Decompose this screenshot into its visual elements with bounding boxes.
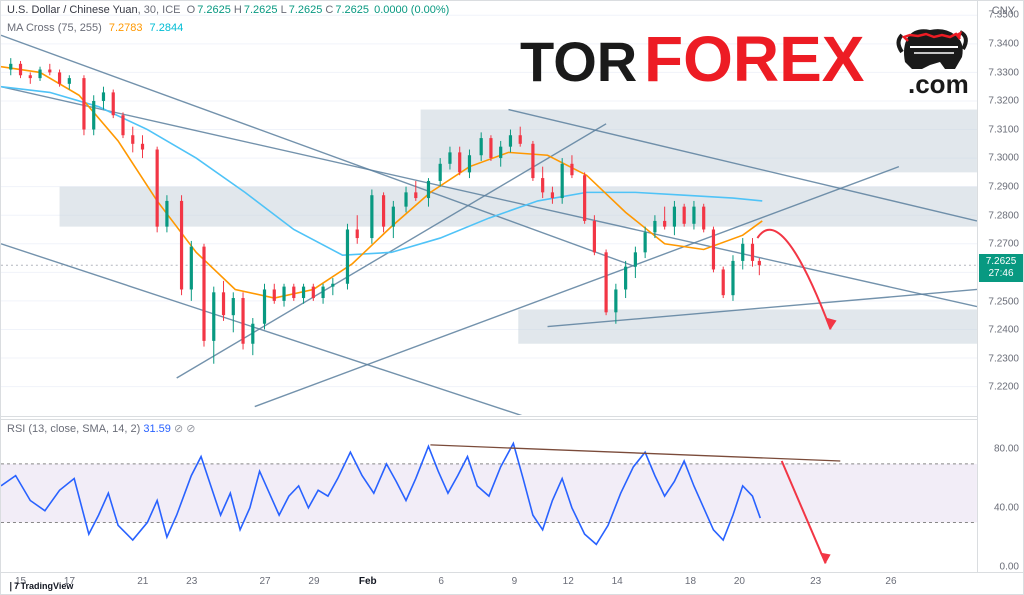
ytick-rsi: 0.00 <box>1000 561 1019 572</box>
logo-com: .com <box>908 69 969 99</box>
ytick-rsi: 80.00 <box>994 444 1019 455</box>
ytick: 7.3000 <box>988 153 1019 164</box>
xtick: 6 <box>438 576 444 587</box>
ma-slow-value: 7.2844 <box>150 22 184 34</box>
ma-fast-value: 7.2783 <box>109 22 143 34</box>
xtick: 26 <box>885 576 896 587</box>
ohlc-o: 7.2625 <box>197 4 231 16</box>
xtick: 29 <box>308 576 319 587</box>
ma-indicator[interactable]: MA Cross (75, 255) 7.2783 7.2844 <box>7 22 187 34</box>
symbol-header: U.S. Dollar / Chinese Yuan, 30, ICE O7.2… <box>7 4 449 16</box>
exchange: ICE <box>162 4 180 16</box>
price-badge: 7.262527:46 <box>979 254 1023 282</box>
ytick: 7.2300 <box>988 353 1019 364</box>
ohlc-l: 7.2625 <box>289 4 323 16</box>
ytick: 7.2800 <box>988 210 1019 221</box>
ytick-rsi: 40.00 <box>994 503 1019 514</box>
xtick: 20 <box>734 576 745 587</box>
rsi-label[interactable]: RSI (13, close, SMA, 14, 2) 31.59 ⊘ ⊘ <box>7 422 195 435</box>
ytick: 7.2200 <box>988 382 1019 393</box>
xtick: 14 <box>612 576 623 587</box>
logo-forex: FOREX <box>644 23 865 95</box>
bull-icon <box>899 29 966 69</box>
ytick: 7.2900 <box>988 182 1019 193</box>
ytick: 7.3100 <box>988 124 1019 135</box>
symbol-pair[interactable]: U.S. Dollar / Chinese Yuan <box>7 4 138 16</box>
attribution: ❘7 TradingView <box>7 581 73 592</box>
pane-separator[interactable] <box>1 416 1023 420</box>
currency-label: CNY <box>988 4 1019 18</box>
interval[interactable]: 30 <box>144 4 156 16</box>
xtick: 23 <box>186 576 197 587</box>
xtick: 12 <box>563 576 574 587</box>
xtick: 27 <box>259 576 270 587</box>
xtick: 18 <box>685 576 696 587</box>
rsi-value: 31.59 <box>143 423 171 435</box>
xtick: 9 <box>512 576 518 587</box>
xtick: Feb <box>359 576 377 587</box>
ytick: 7.2400 <box>988 325 1019 336</box>
ohlc-h: 7.2625 <box>244 4 278 16</box>
xtick: 23 <box>810 576 821 587</box>
ytick: 7.2700 <box>988 239 1019 250</box>
ohlc-c: 7.2625 <box>335 4 369 16</box>
rsi-pane[interactable]: RSI (13, close, SMA, 14, 2) 31.59 ⊘ ⊘ <box>1 420 977 574</box>
ohlc-chg: 0.0000 (0.00%) <box>374 4 449 16</box>
ytick: 7.2500 <box>988 296 1019 307</box>
xtick: 21 <box>137 576 148 587</box>
rsi-icons: ⊘ ⊘ <box>174 423 196 435</box>
x-axis[interactable]: 151721232729Feb69121418202326 <box>1 572 1023 594</box>
chart-container[interactable]: U.S. Dollar / Chinese Yuan, 30, ICE O7.2… <box>0 0 1024 595</box>
logo-tor: TOR <box>520 30 637 93</box>
